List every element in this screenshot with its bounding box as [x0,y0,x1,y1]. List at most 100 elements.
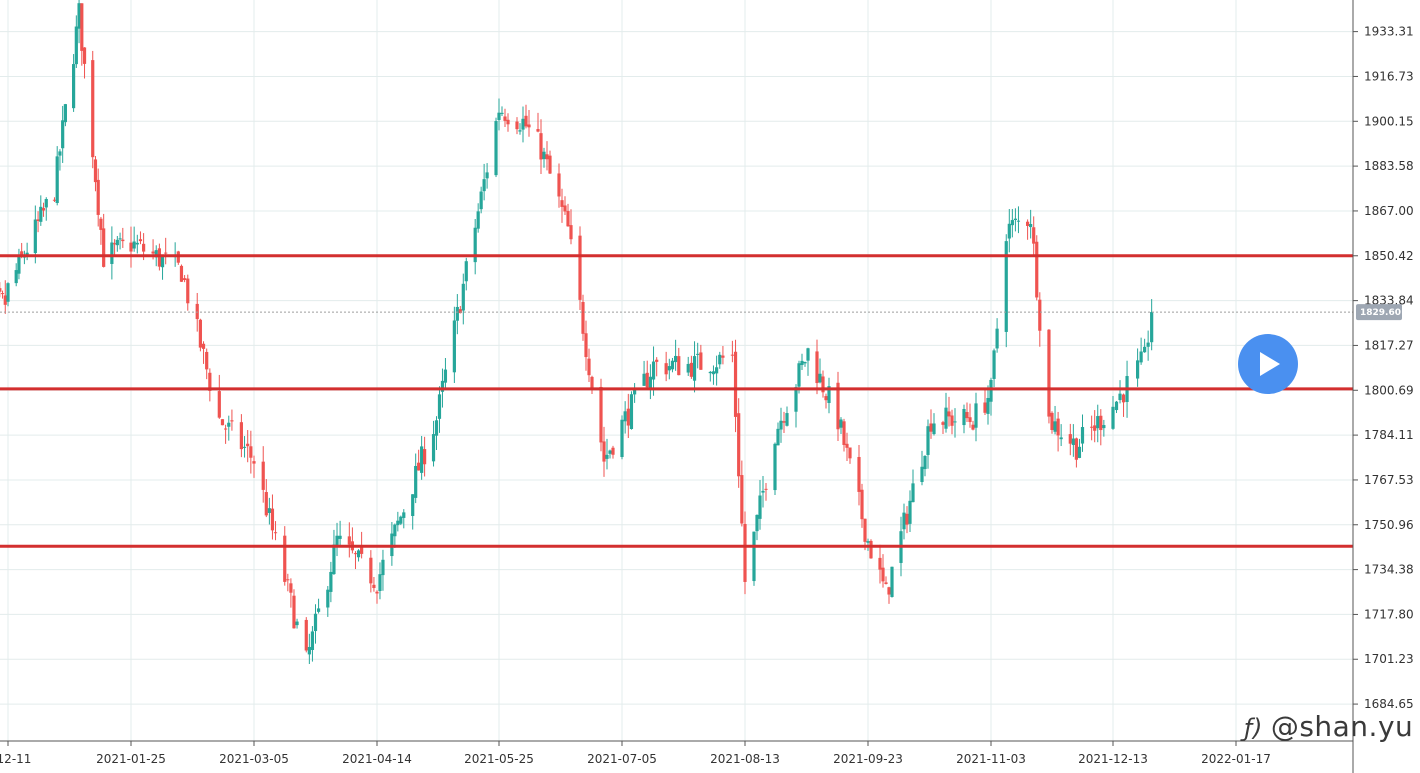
candle-body-259 [1080,427,1085,444]
candle-body-98 [399,516,403,524]
time-axis[interactable]: 0-12-11 2021-01-25 2021-03-05 2021-04-14 202… [0,740,1353,766]
time-tick-label-8: 2021-11-03 [956,752,1026,766]
candle-body-213 [887,587,891,595]
candle-body-238 [992,350,996,379]
candle-body-26 [93,159,98,183]
candle-body-96 [393,524,397,537]
candle-body-33 [118,238,122,240]
candle-body-262 [1096,416,1100,429]
candle-body-139 [569,225,573,240]
play-icon[interactable] [1260,352,1280,376]
candle-body-176 [733,351,738,417]
candle-body-41 [154,250,158,258]
candle-body-58 [227,422,231,427]
candle-body-165 [686,363,690,373]
candle-body-174 [721,355,725,358]
candle-body-40 [151,251,155,254]
candle-body-51 [198,319,202,348]
candle-body-91 [372,584,376,589]
candle-body-44 [164,252,168,254]
price-tick-label-11: 1750.96 [1364,518,1414,532]
candle-body-87 [353,553,358,555]
candle-body-67 [267,508,271,513]
price-axis[interactable]: 1933.31 1916.73 1900.15 1883.58 1867.00 1850.… [1352,0,1414,773]
candle-body-75 [304,619,308,651]
time-tick-label-4: 2021-05-25 [464,752,534,766]
candle-body-56 [220,419,225,426]
candle-body-201 [839,419,843,428]
candle-body-78 [313,613,318,632]
time-tick-label-7: 2021-09-23 [833,752,903,766]
price-tick-label-4: 1867.00 [1364,204,1414,218]
candle-body-232 [968,417,972,423]
candle-body-241 [1007,223,1011,239]
candle-body-214 [890,566,894,597]
candle-body-196 [818,373,822,383]
candle-body-160 [664,363,668,375]
candle-body-181 [755,514,759,532]
candle-body-108 [440,380,445,392]
candles [0,0,1154,665]
candle-body-242 [1010,220,1014,226]
candle-body-52 [201,343,206,349]
candle-body-204 [848,447,852,459]
candle-body-109 [443,369,448,383]
candle-body-113 [461,283,465,311]
price-tick-label-8: 1800.69 [1364,383,1414,397]
support-resistance-lines[interactable] [0,254,1353,548]
price-tick-label-3: 1883.58 [1364,159,1414,173]
candle-body-236 [986,397,990,414]
candle-body-198 [824,396,828,401]
candle-body-218 [908,500,912,524]
candle-body-4 [6,283,10,302]
candle-body-224 [932,423,936,435]
candle-body-55 [217,391,221,418]
candle-body-184 [764,488,768,490]
candle-body-183 [761,490,765,493]
candle-body-94 [381,559,385,576]
candle-body-223 [929,423,933,432]
grid-lines [0,0,1353,741]
price-tick-label-5: 1850.42 [1364,249,1414,263]
candle-body-17 [58,151,62,156]
candle-body-152 [626,408,630,426]
candle-body-117 [479,191,483,210]
candle-body-149 [611,447,615,455]
candle-body-257 [1074,438,1078,460]
candle-body-23 [80,3,84,51]
candle-body-228 [950,415,954,426]
candle-body-243 [1013,218,1017,220]
candle-body-25 [91,60,95,158]
candle-body-48 [183,278,187,280]
candle-body-132 [542,151,546,160]
candle-body-53 [205,351,209,370]
candle-body-64 [252,461,256,464]
play-button[interactable] [1238,334,1298,394]
candle-body-126 [518,130,522,132]
candle-body-166 [689,362,693,377]
candle-body-169 [699,352,703,370]
price-tick-label-7: 1817.27 [1364,338,1414,352]
candle-body-211 [881,567,885,582]
candle-body-105 [431,434,436,462]
candle-body-159 [655,359,659,362]
candle-body-71 [286,579,290,581]
candle-body-111 [455,306,459,321]
candle-body-151 [623,411,627,422]
candle-body-101 [414,465,418,498]
candle-body-220 [920,466,924,483]
candle-body-264 [1102,425,1106,429]
candle-body-24 [82,47,87,64]
candle-body-168 [696,353,700,355]
candle-body-122 [500,112,504,114]
candle-body-19 [63,104,67,123]
candle-body-107 [437,394,442,419]
candle-body-254 [1059,437,1063,440]
price-tick-label-12: 1734.38 [1364,563,1414,577]
candle-body-173 [718,354,722,365]
candle-body-38 [138,239,143,242]
candle-body-271 [1139,351,1143,363]
candle-body-32 [115,239,119,246]
candle-body-69 [273,532,278,534]
